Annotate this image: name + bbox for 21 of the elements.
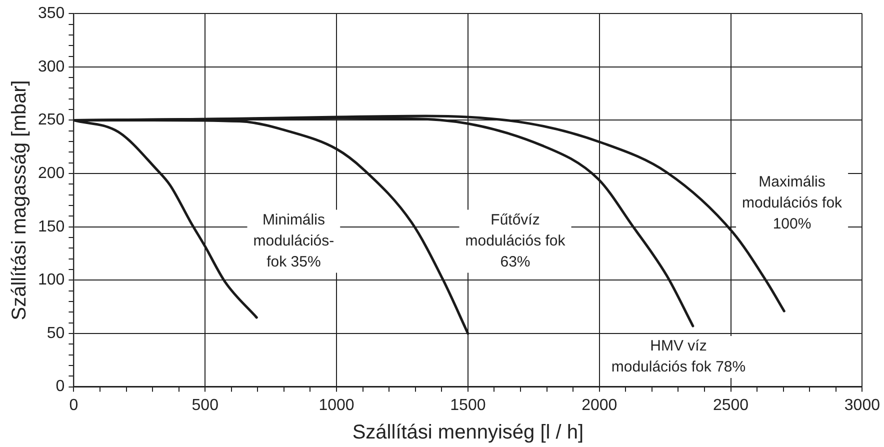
y-tick-label: 0 (56, 378, 65, 396)
y-axis-title: Szállítási magasság [mbar] (8, 80, 31, 320)
x-tick-label: 2500 (712, 396, 749, 414)
x-tick-label: 3000 (844, 396, 880, 414)
y-tick-label: 250 (38, 112, 65, 129)
x-tick-label: 2000 (582, 396, 618, 414)
annotation: HMV víz modulációs fok 78% (611, 338, 746, 376)
annotation: Fűtővíz modulációs fok 63% (465, 211, 566, 270)
x-tick-label: 500 (192, 396, 219, 414)
y-tick-label: 350 (38, 5, 65, 22)
y-tick-label: 100 (38, 272, 65, 289)
annotation: Minimális modulációs- fok 35% (253, 211, 334, 270)
x-tick-label: 0 (69, 396, 78, 414)
y-tick-label: 150 (38, 218, 65, 236)
x-axis-title: Szállítási mennyiség [l / h] (352, 422, 584, 444)
x-tick-label: 1000 (318, 396, 354, 414)
y-tick-label: 300 (38, 58, 65, 76)
annotation: Maximális modulációs fok 100% (742, 173, 843, 232)
y-tick-label: 200 (38, 164, 65, 182)
x-tick-label: 1500 (450, 396, 486, 414)
y-tick-label: 50 (46, 324, 65, 342)
